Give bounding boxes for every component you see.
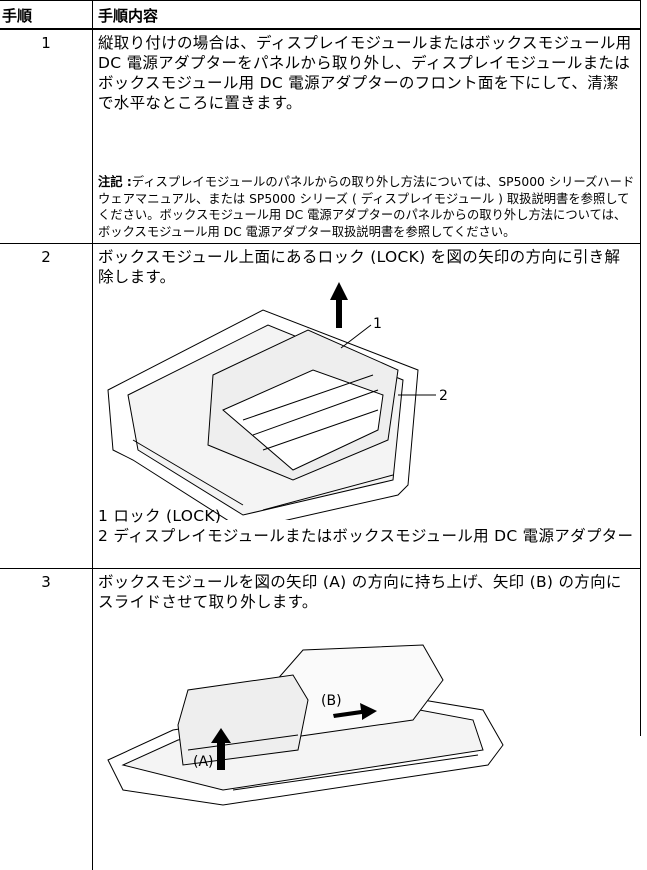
- note-text: ディスプレイモジュールのパネルからの取り外し方法については、SP5000 シリー…: [98, 175, 635, 239]
- arrow: [333, 703, 377, 720]
- legend-item: 2 ディスプレイモジュールまたはボックスモジュール用 DC 電源アダプター: [98, 527, 634, 545]
- header-step: 手順: [2, 7, 33, 25]
- step-text: ボックスモジュール上面にあるロック (LOCK) を図の矢印の方向に引き解除しま…: [98, 248, 621, 286]
- figure-label: (A): [193, 754, 214, 770]
- header-content: 手順内容: [98, 7, 159, 25]
- table-border: [0, 28, 641, 30]
- step-text: 縦取り付けの場合は、ディスプレイモジュールまたはボックスモジュール用 DC 電源…: [98, 34, 632, 112]
- step-number: 1: [41, 34, 51, 52]
- figure-label: (B): [321, 693, 342, 709]
- callout: 2: [439, 388, 448, 404]
- arrow: [330, 282, 348, 328]
- legend-item: 1 ロック (LOCK): [98, 507, 222, 525]
- callout-line: [340, 324, 372, 349]
- table-border: [92, 0, 93, 870]
- note: 注記 :ディスプレイモジュールのパネルからの取り外し方法については、SP5000…: [98, 174, 636, 240]
- table-border: [640, 0, 641, 736]
- table-border: [0, 243, 641, 244]
- note-label: 注記 :: [98, 175, 132, 189]
- step-number: 3: [41, 573, 51, 591]
- step-number: 2: [41, 248, 51, 266]
- figure: 1 2: [107, 282, 448, 520]
- arrow: [211, 728, 231, 770]
- step-text: ボックスモジュールを図の矢印 (A) の方向に持ち上げ、矢印 (B) の方向にス…: [98, 573, 622, 611]
- figure: (A) (B): [107, 644, 504, 806]
- table-border: [0, 0, 641, 1]
- callout: 1: [373, 316, 382, 332]
- table-border: [0, 568, 641, 569]
